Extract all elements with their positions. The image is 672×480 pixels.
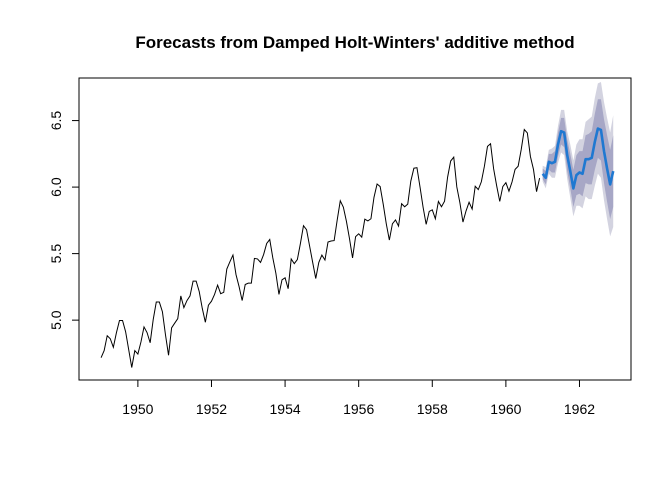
x-tick-label: 1950 bbox=[122, 401, 153, 417]
x-tick-label: 1960 bbox=[490, 401, 521, 417]
plot-frame bbox=[78, 77, 632, 381]
observed-series-line bbox=[100, 128, 541, 368]
x-tick-label: 1956 bbox=[343, 401, 374, 417]
interval-80-band bbox=[542, 99, 614, 220]
y-tick-label: 5.5 bbox=[48, 244, 64, 264]
chart-title: Forecasts from Damped Holt-Winters' addi… bbox=[135, 33, 574, 52]
prediction-intervals bbox=[542, 81, 614, 237]
y-axis: 5.0 5.5 6.0 6.5 bbox=[48, 111, 80, 330]
x-tick-label: 1958 bbox=[417, 401, 448, 417]
x-tick-label: 1962 bbox=[564, 401, 595, 417]
forecast-series-line bbox=[541, 127, 615, 190]
x-tick-label: 1954 bbox=[270, 401, 301, 417]
x-tick-label: 1952 bbox=[196, 401, 227, 417]
y-tick-label: 6.5 bbox=[48, 111, 64, 131]
series-lines bbox=[100, 127, 615, 368]
y-tick-label: 6.0 bbox=[48, 177, 64, 197]
x-axis: 1950 1952 1954 1956 1958 1960 1962 bbox=[122, 379, 595, 417]
y-tick-label: 5.0 bbox=[48, 310, 64, 330]
